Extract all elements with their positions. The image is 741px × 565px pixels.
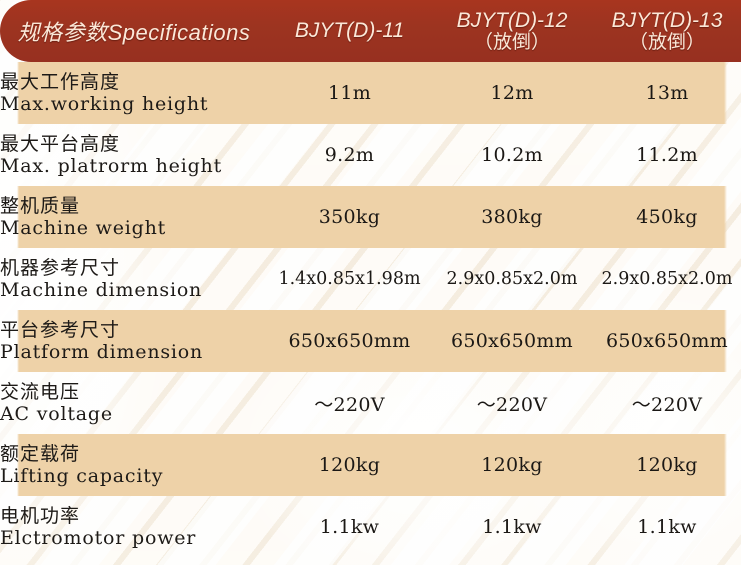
- spec-value-cell: 9.2m: [324, 144, 375, 166]
- spec-value-cell: 10.2m: [481, 144, 543, 166]
- table-row: 电机功率 Elctromotor power 1.1kw 1.1kw 1.1kw: [0, 496, 741, 558]
- spec-label-cell: 最大工作高度 Max.working height: [0, 62, 268, 124]
- spec-label-cell: 整机质量 Machine weight: [0, 186, 268, 248]
- spec-value-cell: 1.1kw: [637, 516, 697, 538]
- table-header: 规格参数Specifications BJYT(D)-11 BJYT(D)-12…: [0, 0, 741, 62]
- spec-value-cell: 120kg: [268, 434, 431, 496]
- spec-value-cell: ～220V: [314, 393, 385, 416]
- header-column-model-2: BJYT(D)-12 （放倒）: [431, 0, 593, 62]
- spec-label-cn: 交流电压: [0, 380, 81, 403]
- spec-label-en: Machine weight: [0, 216, 167, 239]
- spec-value-cell: 350kg: [268, 186, 431, 248]
- spec-value-cell: 11.2m: [636, 144, 698, 166]
- spec-value-cell: 2.9x0.85x2.0m: [601, 269, 733, 289]
- spec-label-en: Platform dimension: [0, 340, 204, 363]
- spec-label-cn: 平台参考尺寸: [0, 318, 121, 341]
- spec-label-cn: 机器参考尺寸: [0, 256, 121, 279]
- model-name-1: BJYT(D)-11: [294, 19, 405, 43]
- table-row: 机器参考尺寸 Machine dimension 1.4x0.85x1.98m 2.9…: [0, 248, 741, 310]
- spec-label-cn: 整机质量: [0, 194, 81, 217]
- spec-label-en: AC voltage: [0, 402, 113, 425]
- spec-value-cell: 11m: [268, 62, 431, 124]
- spec-label-en: Lifting capacity: [0, 464, 164, 487]
- spec-label-cell: 交流电压 AC voltage: [0, 372, 268, 434]
- spec-value-cell: 450kg: [593, 186, 741, 248]
- header-column-model-3: BJYT(D)-13 （放倒）: [593, 0, 741, 62]
- spec-label-cn: 最大平台高度: [0, 132, 121, 155]
- table-row: 额定载荷 Lifting capacity 120kg 120kg 120kg: [0, 434, 741, 496]
- spec-value-cell: 120kg: [431, 434, 593, 496]
- header-row: 规格参数Specifications BJYT(D)-11 BJYT(D)-12…: [0, 0, 741, 62]
- spec-label-cell: 额定载荷 Lifting capacity: [0, 434, 268, 496]
- spec-value-cell: ～220V: [476, 393, 548, 416]
- spec-value-cell: 650x650mm: [431, 310, 593, 372]
- table-row: 最大工作高度 Max.working height 11m 12m 13m: [0, 62, 741, 124]
- model-name-3: BJYT(D)-13: [611, 8, 723, 32]
- table-row: 交流电压 AC voltage ～220V ～220V ～220V: [0, 372, 741, 434]
- table-row: 平台参考尺寸 Platform dimension 650x650mm 650x650…: [0, 310, 741, 372]
- spec-label-en: Max. platrorm height: [0, 154, 223, 177]
- spec-label-cell: 电机功率 Elctromotor power: [0, 496, 268, 558]
- spec-label-cell: 最大平台高度 Max. platrorm height: [0, 124, 268, 186]
- spec-label-cn: 额定载荷: [0, 442, 81, 465]
- spec-label-cell: 机器参考尺寸 Machine dimension: [0, 248, 268, 310]
- table-body: 最大工作高度 Max.working height 11m 12m 13m 最大平台高度 M…: [0, 62, 741, 558]
- spec-label-en: Machine dimension: [0, 278, 203, 301]
- spec-value-cell: 380kg: [431, 186, 593, 248]
- model-note-3: （放倒）: [628, 32, 705, 54]
- table-row: 最大平台高度 Max. platrorm height 9.2m 10.2m 11.2m: [0, 124, 741, 186]
- spec-value-cell: 650x650mm: [268, 310, 431, 372]
- header-column-model-1: BJYT(D)-11: [268, 0, 431, 62]
- spec-label-en: Max.working height: [0, 92, 209, 115]
- spec-label-cn: 电机功率: [0, 504, 81, 527]
- spec-value-cell: 120kg: [593, 434, 741, 496]
- spec-label-cell: 平台参考尺寸 Platform dimension: [0, 310, 268, 372]
- spec-value-cell: 2.9x0.85x2.0m: [446, 269, 578, 289]
- spec-label-cn: 最大工作高度: [0, 70, 121, 93]
- spec-value-cell: 1.1kw: [482, 516, 542, 538]
- spec-value-cell: 13m: [593, 62, 741, 124]
- spec-value-cell: 1.4x0.85x1.98m: [278, 269, 421, 289]
- spec-label-en: Elctromotor power: [0, 526, 197, 549]
- spec-value-cell: 650x650mm: [593, 310, 741, 372]
- header-specifications-label: 规格参数Specifications: [0, 0, 268, 62]
- spec-value-cell: 1.1kw: [319, 516, 380, 538]
- spec-value-cell: 12m: [431, 62, 593, 124]
- model-name-2: BJYT(D)-12: [456, 8, 568, 32]
- spec-value-cell: ～220V: [631, 393, 703, 416]
- table-row: 整机质量 Machine weight 350kg 380kg 450kg: [0, 186, 741, 248]
- model-note-2: （放倒）: [473, 32, 550, 54]
